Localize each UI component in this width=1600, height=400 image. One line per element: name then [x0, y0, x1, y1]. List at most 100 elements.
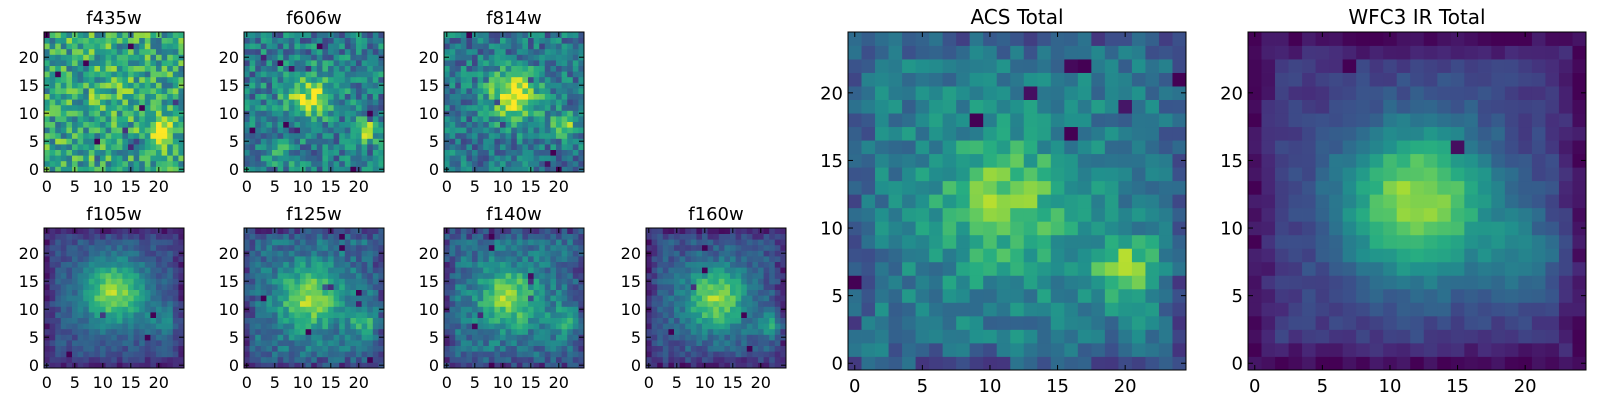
heatmap-cell [516, 328, 523, 335]
heatmap-cell [544, 295, 551, 302]
heatmap-cell [572, 110, 579, 117]
heatmap-cell [272, 54, 278, 61]
heatmap-cell [539, 295, 546, 302]
heatmap-cell [741, 356, 748, 363]
heatmap-cell [60, 340, 67, 346]
heatmap-cell [372, 116, 379, 122]
heatmap-cell [88, 312, 95, 318]
heatmap-cell [494, 362, 501, 369]
heatmap-cell [746, 267, 753, 274]
heatmap-cell [350, 32, 357, 38]
heatmap-cell [178, 261, 185, 268]
heatmap-cell [66, 144, 73, 150]
heatmap-cell [139, 351, 146, 358]
heatmap-cell [505, 160, 512, 167]
heatmap-cell [77, 37, 84, 44]
heatmap-cell [488, 155, 495, 162]
heatmap-cell [483, 32, 490, 38]
heatmap-cell [60, 278, 67, 285]
heatmap-cell [679, 289, 686, 296]
heatmap-cell [49, 132, 56, 139]
heatmap-cell [1158, 194, 1173, 209]
heatmap-cell [651, 267, 658, 274]
heatmap-cell [105, 317, 112, 324]
heatmap-cell [100, 110, 106, 117]
heatmap-cell [713, 256, 720, 262]
x-tick-label: 20 [349, 373, 369, 392]
heatmap-cell [255, 160, 262, 167]
heatmap-cell [122, 149, 129, 156]
heatmap-cell [300, 155, 306, 162]
x-tick-label: 0 [644, 373, 654, 392]
heatmap-cell [161, 88, 168, 94]
heatmap-cell [311, 71, 318, 78]
heatmap-cell [83, 110, 90, 117]
y-tick-label: 0 [429, 160, 439, 179]
heatmap-cell [150, 250, 157, 257]
heatmap-cell [488, 261, 495, 268]
heatmap-cell [172, 300, 179, 307]
heatmap-cell [316, 149, 323, 156]
heatmap-cell [105, 93, 112, 100]
x-tick-label: 10 [695, 373, 715, 392]
heatmap-cell [724, 306, 731, 313]
heatmap-cell [44, 104, 50, 111]
heatmap-cell [277, 48, 284, 55]
heatmap-cell [752, 267, 759, 274]
heatmap-cell [915, 329, 930, 344]
y-tick-label: 10 [19, 104, 39, 123]
heatmap-cell [1091, 248, 1106, 263]
heatmap-cell [455, 345, 462, 352]
heatmap-cell [539, 284, 546, 290]
heatmap-cell [500, 278, 506, 285]
heatmap-cell [942, 275, 957, 290]
heatmap-cell [111, 93, 118, 100]
heatmap-cell [294, 272, 301, 279]
heatmap-cell [735, 284, 742, 290]
heatmap-cell [1077, 194, 1092, 209]
heatmap-cell [746, 340, 753, 346]
heatmap-cell [66, 99, 73, 106]
heatmap-cell [752, 351, 759, 358]
heatmap-cell [848, 234, 862, 249]
heatmap-cell [260, 328, 267, 335]
heatmap-cell [339, 250, 346, 257]
heatmap-cell [466, 99, 473, 106]
heatmap-cell [44, 132, 50, 139]
heatmap-cell [500, 233, 506, 240]
heatmap-cell [533, 48, 540, 55]
heatmap-cell [49, 166, 56, 173]
heatmap-cell [139, 32, 146, 38]
heatmap-cell [316, 37, 323, 44]
heatmap-cell [272, 289, 278, 296]
heatmap-cell [956, 221, 971, 236]
heatmap-cell [511, 71, 518, 78]
heatmap-cell [539, 362, 546, 369]
heatmap-cell [116, 261, 123, 268]
heatmap-cell [294, 256, 301, 262]
heatmap-cell [128, 127, 134, 134]
heatmap-cell [150, 48, 157, 55]
heatmap-cell [1010, 329, 1025, 344]
heatmap-cell [1037, 356, 1052, 371]
heatmap-cell [674, 317, 680, 324]
heatmap-cell [277, 362, 284, 369]
heatmap-cell [567, 312, 574, 318]
heatmap-cell [477, 278, 484, 285]
heatmap-cell [260, 149, 267, 156]
heatmap-cell [133, 340, 140, 346]
heatmap-cell [888, 342, 903, 357]
heatmap-cell [122, 228, 129, 234]
heatmap-cell [1010, 302, 1025, 317]
heatmap-cell [477, 351, 484, 358]
heatmap-cell [561, 261, 568, 268]
heatmap-cell [460, 289, 467, 296]
heatmap-cell [550, 351, 557, 358]
heatmap-cell [83, 48, 90, 55]
heatmap-cell [66, 278, 73, 285]
heatmap-cell [996, 221, 1011, 236]
heatmap-cell [350, 60, 357, 66]
heatmap-cell [72, 71, 78, 78]
heatmap-cell [572, 250, 579, 257]
heatmap-cell [696, 295, 703, 302]
